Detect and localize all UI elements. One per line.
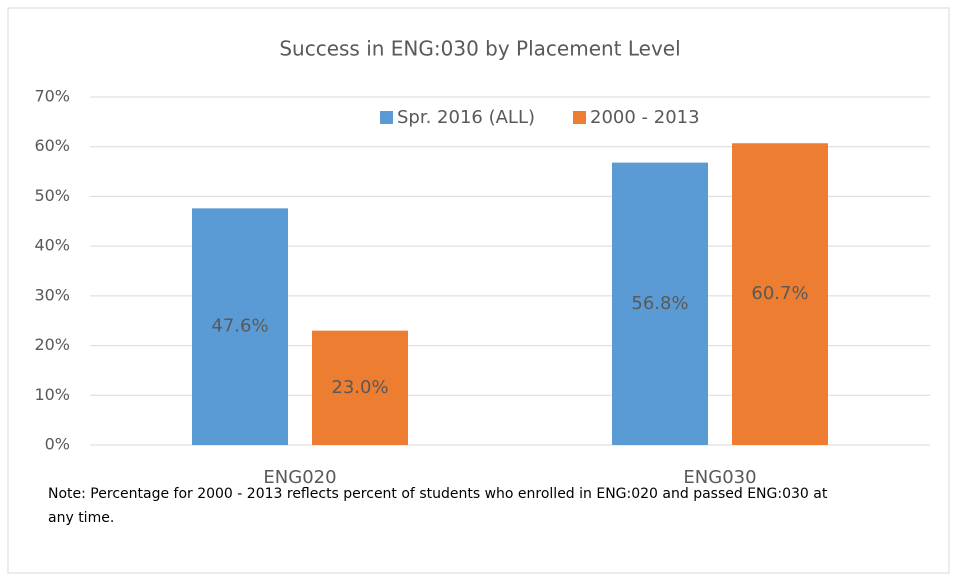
data-label: 23.0% (331, 377, 388, 398)
y-tick-label: 40% (34, 236, 70, 255)
data-label: 56.8% (631, 293, 688, 314)
bar (312, 330, 408, 445)
legend-label: 2000 - 2013 (590, 107, 700, 128)
legend-label: Spr. 2016 (ALL) (397, 107, 535, 128)
y-tick-label: 50% (34, 186, 70, 205)
data-label: 60.7% (751, 283, 808, 304)
y-tick-label: 10% (34, 385, 70, 404)
legend-swatch (380, 111, 393, 124)
bar (732, 143, 828, 445)
legend-swatch (573, 111, 586, 124)
chart-title: Success in ENG:030 by Placement Level (279, 37, 680, 61)
y-tick-label: 70% (34, 87, 70, 106)
note: Note: Percentage for 2000 - 2013 reflect… (48, 486, 828, 526)
x-tick-label: ENG030 (683, 467, 756, 488)
y-tick-label: 0% (45, 435, 70, 454)
y-tick-label: 20% (34, 335, 70, 354)
x-tick-label: ENG020 (263, 467, 336, 488)
bar (192, 208, 288, 445)
y-tick-label: 60% (34, 136, 70, 155)
data-label: 47.6% (211, 316, 268, 337)
bar (612, 162, 708, 445)
y-tick-label: 30% (34, 285, 70, 304)
